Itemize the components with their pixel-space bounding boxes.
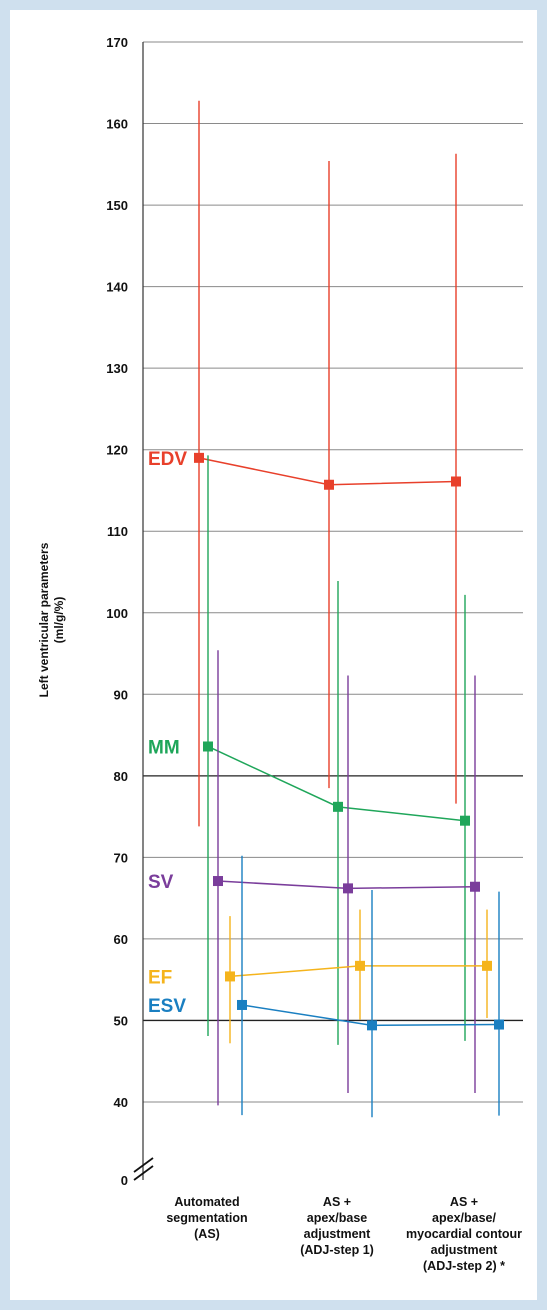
x-tick-label: AS + apex/base adjustment (ADJ-step 1)	[300, 1195, 374, 1257]
y-tick-label: 80	[114, 769, 128, 784]
y-tick-label: 140	[106, 280, 128, 295]
x-tick-label-line: AS +	[323, 1195, 351, 1209]
esv-data-point	[237, 999, 247, 1010]
x-tick-label-line: myocardial contour	[406, 1227, 522, 1241]
y-tick-label: 40	[114, 1095, 128, 1110]
x-tick-label: AS + apex/base/myocardial contour adjustme…	[406, 1195, 522, 1273]
y-tick-label: 0	[121, 1173, 128, 1188]
mm-data-point	[203, 741, 213, 752]
x-tick-label-line: (ADJ-step 2) *	[423, 1259, 505, 1273]
x-tick-label: Automated segmentation (AS)	[166, 1195, 247, 1241]
y-tick-label: 50	[114, 1013, 128, 1028]
edv-series-label: EDV	[148, 449, 187, 470]
y-axis-title-line: Left ventricular parameters	[37, 542, 51, 697]
x-tick-label-line: (AS)	[194, 1227, 220, 1241]
esv-data-point	[367, 1020, 377, 1031]
x-tick-label-line: (ADJ-step 1)	[300, 1243, 374, 1257]
sv-data-point	[213, 876, 223, 887]
y-tick-label: 130	[106, 361, 128, 376]
y-tick-label: 60	[114, 932, 128, 947]
y-tick-label: 70	[114, 850, 128, 865]
y-tick-label: 120	[106, 443, 128, 458]
y-tick-label: 100	[106, 606, 128, 621]
mm-data-point	[460, 815, 470, 826]
x-tick-label-line: adjustment	[304, 1227, 372, 1241]
axis-break-mark	[133, 1157, 154, 1173]
y-tick-label: 160	[106, 117, 128, 132]
x-tick-label-line: segmentation	[166, 1211, 247, 1225]
x-tick-label-line: Automated	[174, 1195, 239, 1209]
ef-series-label: EF	[148, 967, 172, 988]
y-tick-label: 110	[107, 524, 128, 539]
x-tick-label-line: adjustment	[431, 1243, 499, 1257]
y-tick-label: 150	[106, 198, 128, 213]
edv-data-point	[324, 479, 334, 490]
x-tick-label-line: apex/base	[307, 1211, 368, 1225]
mm-data-point	[333, 801, 343, 812]
y-axis-title-line: (ml/g/%)	[52, 597, 66, 644]
mm-series-label: MM	[148, 737, 180, 758]
y-axis-title: Left ventricular parameters(ml/g/%)	[37, 542, 66, 697]
y-tick-label: 170	[106, 35, 128, 50]
sv-series-label: SV	[148, 872, 174, 893]
esv-data-point	[494, 1019, 504, 1030]
esv-series-label: ESV	[148, 996, 186, 1017]
sv-data-point	[343, 883, 353, 894]
y-tick-label: 90	[114, 687, 128, 702]
x-tick-label-line: AS +	[450, 1195, 478, 1209]
line-chart: 0 40 50 60 70 80 90 100 110 120 130 140 150 160 170 Lef…	[37, 35, 523, 1273]
sv-data-point	[470, 881, 480, 892]
x-tick-label-line: apex/base/	[432, 1211, 496, 1225]
edv-data-point	[451, 476, 461, 487]
ef-data-point	[225, 971, 235, 982]
ef-data-point	[355, 960, 365, 971]
chart-frame: 0 40 50 60 70 80 90 100 110 120 130 140 150 160 170 Lef…	[10, 10, 537, 1300]
ef-data-point	[482, 960, 492, 971]
edv-data-point	[194, 452, 204, 463]
axis-break-mark	[133, 1165, 154, 1181]
